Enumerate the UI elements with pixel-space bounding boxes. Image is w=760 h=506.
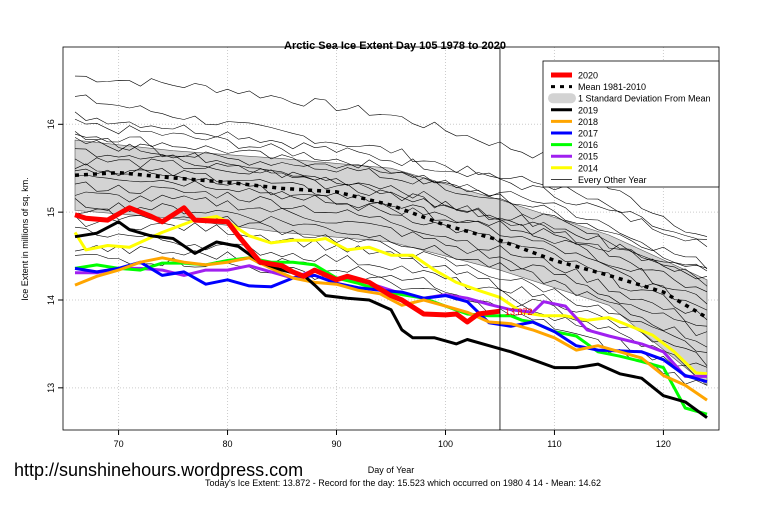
current-value-label: 13.872 xyxy=(505,307,533,317)
x-axis-label: Day of Year xyxy=(368,465,415,475)
other-year-line xyxy=(74,174,708,321)
legend-label: 2018 xyxy=(578,117,598,127)
other-year-line xyxy=(74,215,708,366)
x-tick-label: 70 xyxy=(114,439,124,449)
other-year-line xyxy=(74,94,708,242)
other-year-line xyxy=(74,148,708,293)
footer-stats: Today's Ice Extent: 13.872 - Record for … xyxy=(205,478,601,488)
legend-label: 2020 xyxy=(578,71,598,81)
legend-label: 2019 xyxy=(578,105,598,115)
legend-label: Every Other Year xyxy=(578,175,647,185)
legend-swatch xyxy=(548,93,576,104)
other-year-line xyxy=(74,191,708,337)
other-year-line xyxy=(74,163,708,269)
chart-title: Arctic Sea Ice Extent Day 105 1978 to 20… xyxy=(284,40,506,52)
series-line-2020 xyxy=(74,205,501,325)
y-tick-label: 16 xyxy=(46,119,56,129)
other-year-line xyxy=(74,118,708,270)
x-tick-label: 110 xyxy=(547,439,561,449)
watermark-url: http://sunshinehours.wordpress.com xyxy=(14,460,303,480)
x-tick-label: 120 xyxy=(656,439,671,449)
legend-label: 2017 xyxy=(578,129,598,139)
other-year-line xyxy=(74,133,708,272)
legend-label: 2016 xyxy=(578,140,598,150)
series-line-2017 xyxy=(74,260,708,384)
legend-label: 2014 xyxy=(578,163,598,173)
series-line-2018 xyxy=(74,256,708,402)
other-year-line xyxy=(74,181,708,327)
legend-box xyxy=(542,60,720,188)
legend-label: Mean 1981-2010 xyxy=(578,82,646,92)
x-tick-label: 80 xyxy=(223,439,233,449)
legend-label: 2015 xyxy=(578,152,598,162)
other-year-line xyxy=(74,157,708,305)
series-line-2019 xyxy=(74,220,708,419)
other-year-line xyxy=(74,131,708,280)
legend-label: 1 Standard Deviation From Mean xyxy=(578,94,711,104)
other-year-line xyxy=(74,111,708,248)
other-year-line xyxy=(74,208,708,353)
y-axis-label: Ice Extent in millions of sq. km. xyxy=(20,177,30,301)
y-tick-label: 14 xyxy=(46,295,56,305)
mean-line xyxy=(74,170,708,320)
plot-frame xyxy=(62,46,720,431)
y-tick-label: 15 xyxy=(46,207,56,217)
y-tick-label: 13 xyxy=(46,383,56,393)
x-tick-label: 90 xyxy=(332,439,342,449)
x-tick-label: 100 xyxy=(438,439,453,449)
